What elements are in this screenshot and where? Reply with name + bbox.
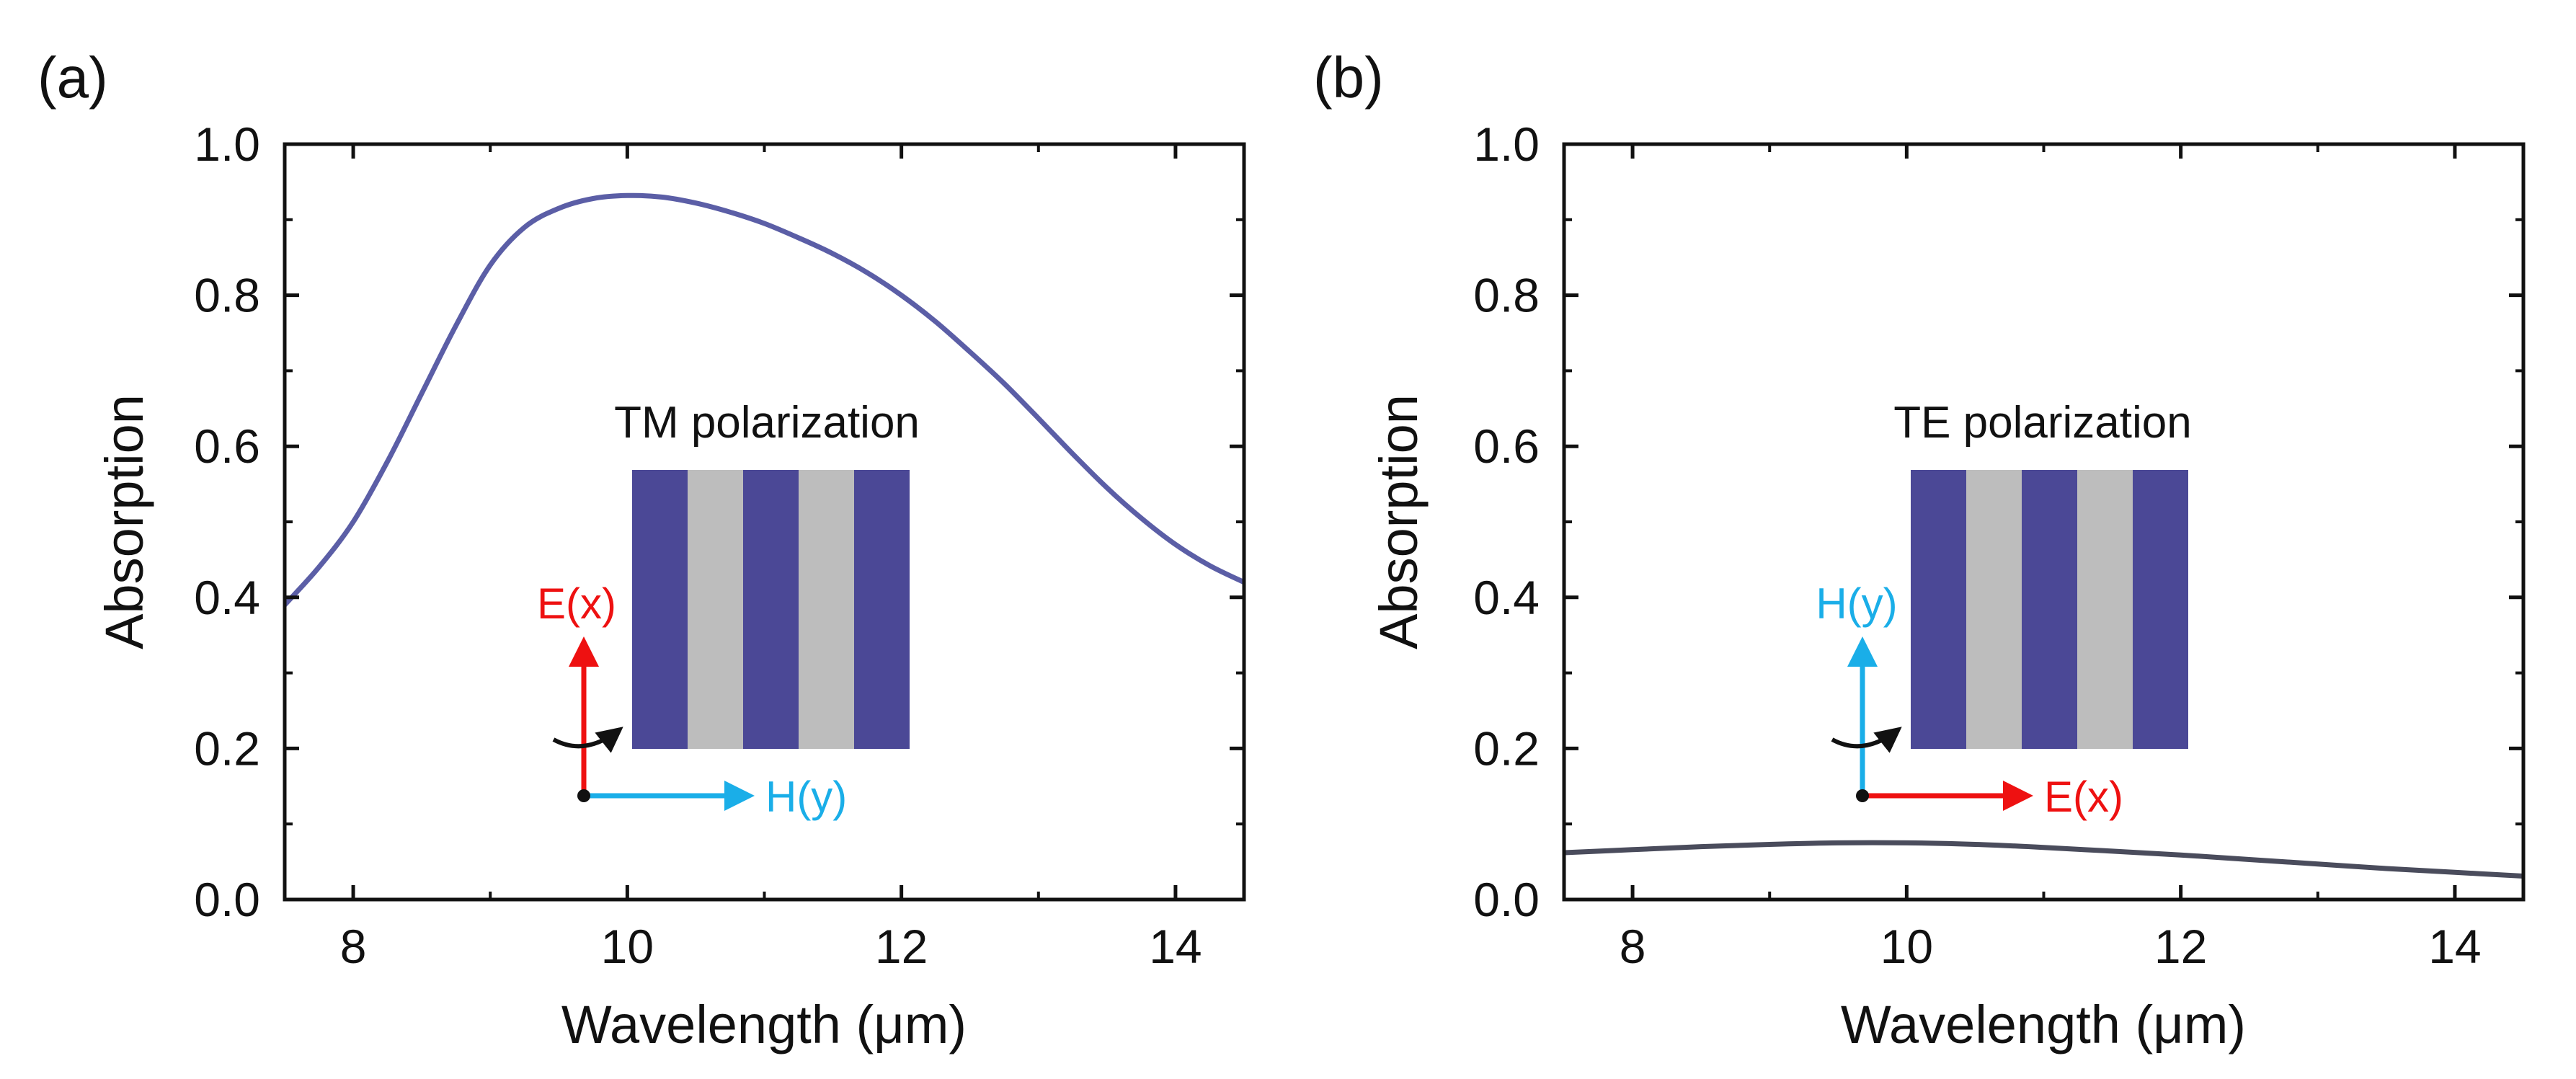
panel-a: (a) 0.0 0.2 0.4 0.6 0.8 1.0 8 10 12 14 Wavelengt… (37, 45, 1246, 1054)
panel-b-x-tick-label: 8 (1620, 920, 1646, 973)
panel-a-stripe-dark-2 (743, 470, 799, 749)
panel-b-x-tick-label: 12 (2154, 920, 2207, 973)
panel-b-x-axis-title: Wavelength (μm) (1841, 995, 2246, 1054)
panel-a-label: (a) (37, 45, 108, 110)
panel-b-y-tick-label: 0.8 (1473, 269, 1540, 322)
panel-b-series-line-te (1563, 840, 2524, 879)
panel-a-x-tick-label: 10 (601, 920, 654, 973)
panel-a-inset-title: TM polarization (614, 398, 920, 448)
panel-b-y-tick-label: 1.0 (1473, 117, 1540, 171)
panel-a-series-line-tm (283, 192, 1245, 607)
panel-a-y-ticks: 0.0 0.2 0.4 0.6 0.8 1.0 (194, 117, 1244, 926)
panel-b-h-field-label: H(y) (1816, 580, 1897, 628)
panel-a-y-axis-title: Absorption (94, 394, 154, 649)
panel-b-y-tick-label: 0.0 (1473, 873, 1540, 926)
panel-b-y-tick-label: 0.4 (1473, 571, 1540, 624)
panel-a-stripe-dark-1 (632, 470, 688, 749)
panel-a-y-tick-label: 0.2 (194, 721, 260, 775)
panel-a-y-tick-label: 0.8 (194, 269, 260, 322)
panel-a-stripe-light-2 (799, 470, 854, 749)
panel-b-inset: TE polarization H(y) E(x) (1816, 398, 2191, 821)
panel-b-stripe-light-1 (1966, 470, 2022, 749)
panel-a-h-field-label: H(y) (765, 773, 847, 821)
panel-b-y-ticks: 0.0 0.2 0.4 0.6 0.8 1.0 (1473, 117, 2523, 926)
panel-a-e-field-label: E(x) (537, 580, 616, 628)
panel-a-x-axis-title: Wavelength (μm) (561, 995, 967, 1054)
panel-a-inset: TM polarization E(x) H(y) (537, 398, 920, 821)
panel-b-curve-layer (1563, 840, 2524, 879)
panel-b-x-tick-label: 14 (2428, 920, 2481, 973)
panel-b-origin-dot (1856, 789, 1869, 802)
panel-a-x-tick-label: 12 (875, 920, 928, 973)
panel-b-stripe-dark-1 (1911, 470, 1966, 749)
panel-b-y-tick-label: 0.6 (1473, 419, 1540, 473)
panel-a-grating (632, 470, 910, 749)
panel-b-stripe-dark-3 (2133, 470, 2188, 749)
panel-b-y-tick-label: 0.2 (1473, 721, 1540, 775)
panel-a-x-tick-label: 14 (1149, 920, 1202, 973)
panel-a-stripe-dark-3 (854, 470, 910, 749)
panel-b-stripe-light-2 (2077, 470, 2133, 749)
panel-b-x-tick-label: 10 (1880, 920, 1933, 973)
panel-b-y-axis-title: Absorption (1369, 394, 1429, 649)
panel-b-x-ticks: 8 10 12 14 (1620, 144, 2482, 973)
panel-b-inset-title: TE polarization (1893, 398, 2192, 448)
panel-a-rotation-arrow-icon (552, 727, 623, 753)
panel-a-y-tick-label: 1.0 (194, 117, 260, 171)
panel-a-y-tick-label: 0.0 (194, 873, 260, 926)
panel-a-curve-layer (283, 192, 1245, 607)
panel-b-label: (b) (1313, 45, 1384, 110)
panel-a-origin-dot (577, 789, 590, 802)
panel-b-grating (1911, 470, 2188, 749)
panel-b-rotation-arrow-icon (1831, 727, 1902, 753)
panel-b-stripe-dark-2 (2022, 470, 2077, 749)
panel-a-y-tick-label: 0.4 (194, 571, 260, 624)
panel-b: (b) 0.0 0.2 0.4 0.6 0.8 1.0 8 10 12 14 Wavelengt… (1313, 45, 2526, 1054)
panel-a-y-tick-label: 0.6 (194, 419, 260, 473)
panel-b-e-field-label: E(x) (2044, 773, 2123, 821)
panel-a-x-tick-label: 8 (340, 920, 367, 973)
panel-a-x-ticks: 8 10 12 14 (340, 144, 1202, 973)
panel-a-stripe-light-1 (688, 470, 743, 749)
